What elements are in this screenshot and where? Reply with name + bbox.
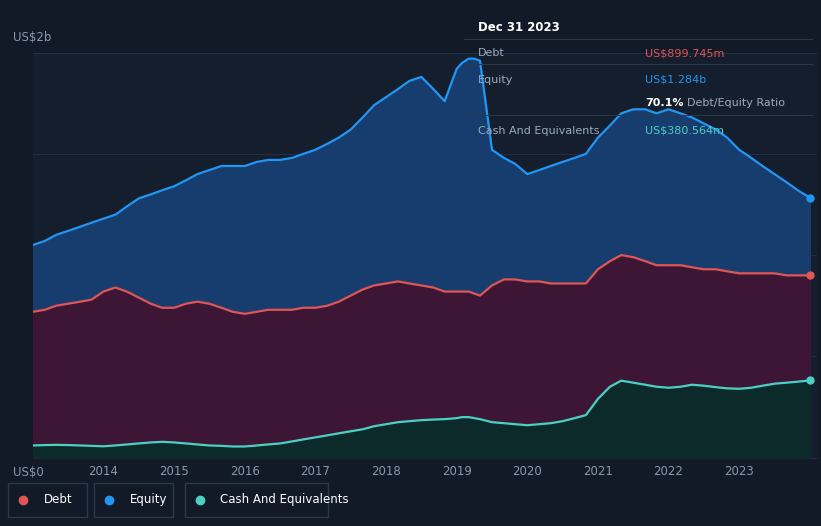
Text: 70.1%: 70.1% [645,98,684,108]
Text: Debt: Debt [478,48,505,58]
Text: Equity: Equity [130,493,167,506]
Text: Equity: Equity [478,75,513,85]
Text: US$380.564m: US$380.564m [645,126,724,136]
Text: US$0: US$0 [13,466,44,479]
Bar [8,483,87,517]
Bar [94,483,173,517]
Bar [185,483,328,517]
Text: US$1.284b: US$1.284b [645,75,707,85]
Text: Cash And Equivalents: Cash And Equivalents [478,126,599,136]
Text: Cash And Equivalents: Cash And Equivalents [220,493,349,506]
Text: Debt/Equity Ratio: Debt/Equity Ratio [687,98,785,108]
Text: US$2b: US$2b [13,32,52,45]
Text: Debt: Debt [44,493,72,506]
Text: US$899.745m: US$899.745m [645,48,725,58]
Text: Dec 31 2023: Dec 31 2023 [478,21,560,34]
